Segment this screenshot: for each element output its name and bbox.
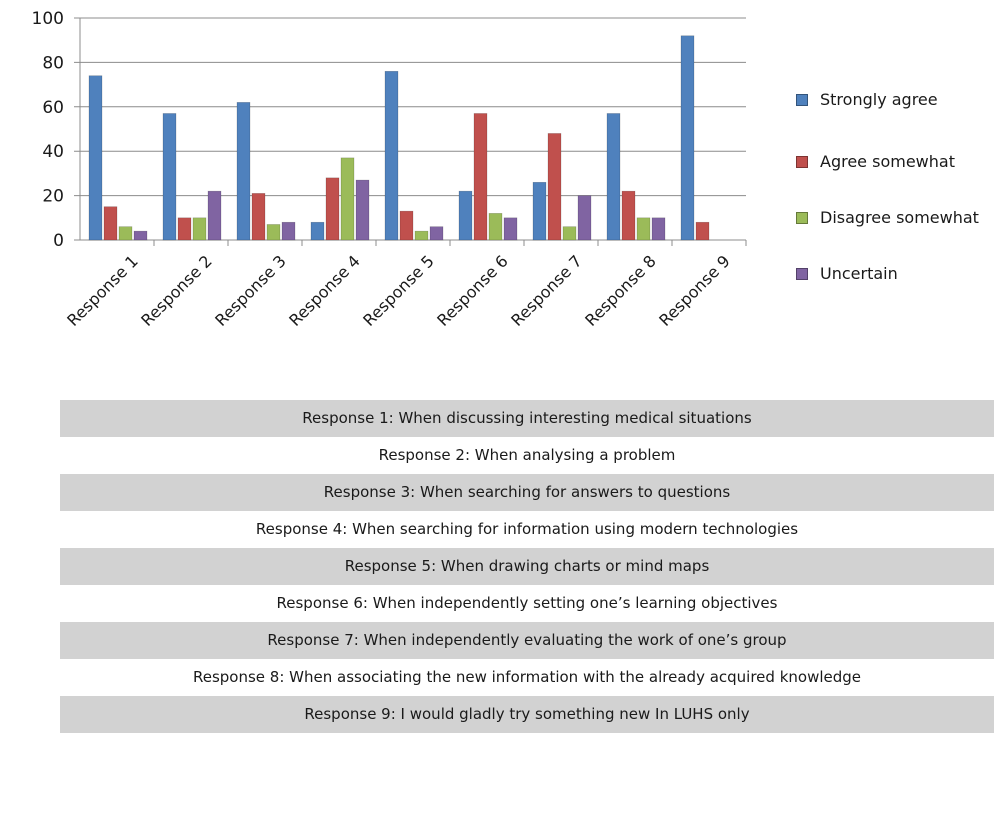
bar-disagree-somewhat [488,213,503,241]
description-row: Response 9: I would gladly try something… [60,696,994,733]
legend-label: Strongly agree [820,90,938,109]
bar-uncertain [207,190,222,241]
x-tick-label: Response 3 [211,251,290,330]
gridlines [74,17,747,246]
legend-label: Uncertain [820,264,898,283]
bar-uncertain [355,179,370,241]
bar-uncertain [429,226,444,241]
bar-disagree-somewhat [636,217,651,241]
bar-disagree-somewhat [414,230,429,241]
bar-uncertain [651,217,666,241]
bar-disagree-somewhat [340,157,355,241]
bar-agree-somewhat [621,190,636,241]
x-tick-label: Response 2 [137,251,216,330]
bar-strongly-agree [680,35,695,241]
description-row: Response 6: When independently setting o… [276,594,778,612]
bar-strongly-agree [458,190,473,241]
x-tick-label: Response 9 [655,251,734,330]
bar-disagree-somewhat [118,226,133,241]
x-tick-label: Response 6 [433,251,512,330]
bar-agree-somewhat [177,217,192,241]
bar-uncertain [281,221,296,241]
y-tick-label: 100 [32,9,64,29]
bar-disagree-somewhat [266,224,281,241]
legend-swatch [796,212,808,224]
bar-uncertain [577,195,592,241]
y-tick-label: 0 [53,231,64,251]
y-tick-label: 80 [42,53,64,73]
legend-label: Disagree somewhat [820,208,979,227]
bar-agree-somewhat [103,206,118,241]
y-tick-label: 20 [42,187,64,207]
legend-swatch [796,94,808,106]
x-tick-label: Response 7 [507,251,586,330]
bar-uncertain [133,230,148,241]
x-tick-label: Response 1 [63,251,142,330]
bar-agree-somewhat [251,193,266,241]
legend-swatch [796,156,808,168]
description-row: Response 3: When searching for answers t… [60,474,994,511]
legend-label: Agree somewhat [820,152,955,171]
description-row: Response 2: When analysing a problem [378,446,676,464]
bar-agree-somewhat [695,221,710,241]
bar-strongly-agree [384,70,399,241]
bar-agree-somewhat [547,133,562,241]
description-row: Response 4: When searching for informati… [255,520,799,538]
x-tick-label: Response 5 [359,251,438,330]
bar-strongly-agree [310,221,325,241]
bars [88,35,710,241]
bar-disagree-somewhat [562,226,577,241]
y-axis-ticks: 0 20 40 60 80 100 [32,9,64,251]
response-descriptions: Response 1: When discussing interesting … [60,400,994,733]
bar-strongly-agree [162,113,177,241]
bar-agree-somewhat [473,113,488,241]
y-tick-label: 40 [42,142,64,162]
description-row: Response 8: When associating the new inf… [192,668,862,686]
y-tick-label: 60 [42,98,64,118]
bar-uncertain [503,217,518,241]
bar-strongly-agree [606,113,621,241]
legend-swatch [796,268,808,280]
bar-strongly-agree [88,75,103,241]
bar-disagree-somewhat [192,217,207,241]
x-tick-label: Response 8 [581,251,660,330]
bar-agree-somewhat [325,177,340,241]
bar-strongly-agree [236,102,251,241]
x-tick-label: Response 4 [285,251,364,330]
bar-agree-somewhat [399,210,414,241]
bar-strongly-agree [532,181,547,241]
description-row: Response 7: When independently evaluatin… [60,622,994,659]
description-row: Response 5: When drawing charts or mind … [60,548,994,585]
description-row: Response 1: When discussing interesting … [60,400,994,437]
